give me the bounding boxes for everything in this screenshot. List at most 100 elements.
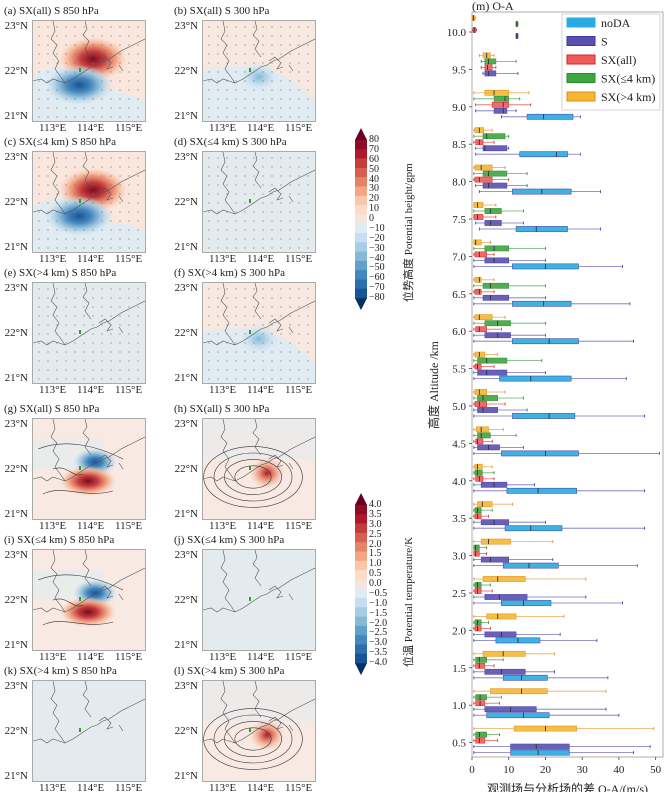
- lat-tick: 23°N: [174, 151, 198, 163]
- lat-tick: 22°N: [4, 65, 28, 77]
- map-area: [202, 549, 316, 651]
- box-s: [510, 743, 570, 750]
- panel-title: (d) SX(≤4 km) S 300 hPa: [174, 136, 287, 148]
- colorbar-swatch: [355, 233, 367, 243]
- map-field: [203, 419, 315, 508]
- lon-tick: 115°E: [115, 384, 143, 396]
- box-sx4km: [482, 650, 526, 657]
- x-axis-label: 观测场与分析场的差 O-A/(m/s): [487, 781, 648, 792]
- colorbar-swatch: [355, 505, 367, 515]
- box-sx4km: [482, 133, 506, 140]
- colorbar-tick: 0: [369, 213, 374, 225]
- lat-tick: 21°N: [4, 372, 28, 384]
- box-noda: [486, 712, 550, 719]
- lon-tick: 114°E: [247, 782, 275, 794]
- lat-tick: 21°N: [174, 372, 198, 384]
- colorbar-swatch: [355, 579, 367, 589]
- box-s: [484, 668, 526, 675]
- colorbar-swatch: [355, 205, 367, 215]
- lat-tick: 21°N: [174, 639, 198, 651]
- y-tick-label: 4.5: [452, 438, 466, 450]
- legend-swatch: [566, 17, 596, 28]
- panel-title: (b) SX(all) S 300 hPa: [174, 5, 270, 17]
- box-sx4km: [475, 731, 487, 738]
- lon-tick: 113°E: [209, 122, 237, 134]
- lat-tick: 22°N: [4, 196, 28, 208]
- lon-tick: 114°E: [77, 122, 105, 134]
- panel-title: (c) SX(≤4 km) S 850 hPa: [4, 136, 117, 148]
- box-noda: [510, 749, 570, 756]
- lon-tick: 115°E: [115, 122, 143, 134]
- colorbar-swatch: [355, 251, 367, 262]
- box-noda: [499, 375, 572, 382]
- colorbar-swatch: [355, 158, 367, 169]
- lon-tick: 113°E: [209, 384, 237, 396]
- y-tick-label: 9.5: [452, 64, 466, 76]
- colorbar-tick: −2.5: [369, 627, 388, 639]
- lon-tick: 114°E: [77, 782, 105, 794]
- colorbar-swatch: [355, 560, 367, 571]
- lat-tick: 23°N: [174, 418, 198, 430]
- colorbar-tick: 1.5: [369, 548, 382, 560]
- box-sx4km: [493, 95, 510, 102]
- colorbar-tick: 3.5: [369, 508, 382, 520]
- lat-tick: 23°N: [4, 549, 28, 561]
- lat-tick: 22°N: [174, 65, 198, 77]
- box-s: [484, 631, 517, 638]
- box-noda: [512, 413, 576, 419]
- colorbar-tick: −50: [369, 262, 385, 274]
- panel-title: (j) SX(≤4 km) S 300 hPa: [174, 534, 285, 546]
- lon-tick: 115°E: [285, 122, 313, 134]
- colorbar-swatch: [355, 195, 367, 206]
- map-field: [33, 550, 145, 627]
- map-field: [33, 21, 145, 121]
- colorbar-swatch: [355, 186, 367, 197]
- colorbar-swatch: [355, 177, 367, 187]
- box-sx4km: [482, 282, 510, 289]
- colorbar-tick: 2.0: [369, 538, 382, 550]
- legend-label: SX(all): [601, 53, 636, 67]
- box-sx4km: [486, 613, 517, 620]
- lon-tick: 114°E: [247, 384, 275, 396]
- colorbar-swatch: [355, 149, 367, 159]
- box-sxall: [473, 550, 480, 557]
- panel-title: (k) SX(>4 km) S 850 hPa: [4, 665, 117, 677]
- box-sxall: [474, 513, 482, 520]
- lat-tick: 21°N: [4, 639, 28, 651]
- lat-tick: 22°N: [4, 594, 28, 606]
- box-sxall: [475, 662, 486, 669]
- colorbar-swatch: [355, 616, 367, 627]
- box-s: [480, 519, 510, 526]
- colorbar-swatch: [355, 523, 367, 534]
- box-sx4km: [482, 576, 526, 582]
- legend-swatch: [566, 73, 596, 83]
- lat-tick: 22°N: [4, 327, 28, 339]
- station-marker: [79, 728, 81, 732]
- colorbar-tick: −3.0: [369, 637, 388, 649]
- box-sx4km: [473, 239, 482, 246]
- box-sxall: [474, 401, 487, 407]
- colorbar-swatch: [355, 140, 367, 150]
- colorbar-swatch: [355, 635, 367, 645]
- lat-tick: 22°N: [174, 463, 198, 475]
- map-area: [202, 282, 316, 384]
- box-sxall: [484, 64, 493, 71]
- lon-tick: 114°E: [77, 651, 105, 663]
- panel-title: (i) SX(≤4 km) S 850 hPa: [4, 534, 115, 546]
- colorbar-tick: −60: [369, 272, 385, 284]
- colorbar-swatch: [355, 551, 367, 562]
- colorbar-tick: −2.0: [369, 617, 388, 629]
- lat-tick: 21°N: [4, 241, 28, 253]
- map-area: [202, 151, 316, 253]
- colorbar-swatch: [355, 570, 367, 580]
- x-tick-label: 30: [577, 764, 589, 776]
- box-s: [477, 407, 499, 413]
- colorbar-tick: 40: [369, 173, 379, 185]
- lon-tick: 115°E: [115, 520, 143, 532]
- colorbar-swatch: [355, 532, 367, 543]
- map-area: [202, 20, 316, 122]
- legend-swatch: [566, 91, 596, 102]
- legend-label: SX(>4 km): [601, 90, 655, 104]
- colorbar-title: 位温 Potential temperature/K: [403, 536, 415, 668]
- lat-tick: 22°N: [4, 463, 28, 475]
